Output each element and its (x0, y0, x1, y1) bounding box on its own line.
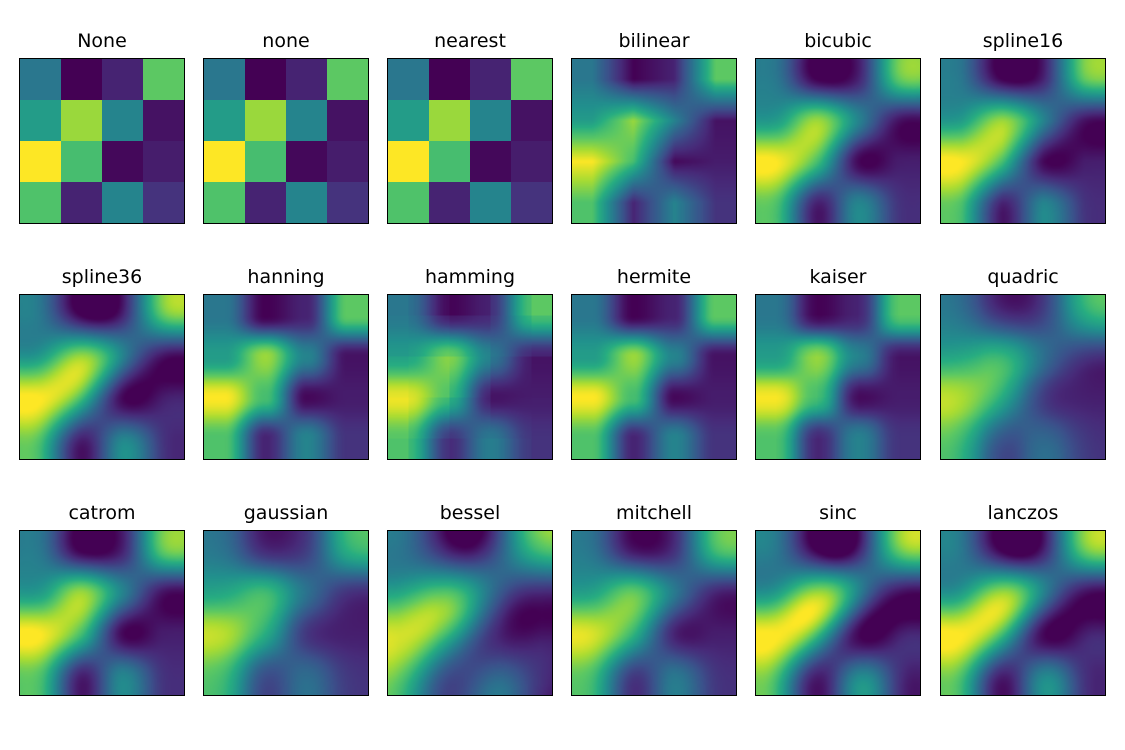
panel-title: gaussian (243, 502, 329, 524)
panel-title: bicubic (804, 30, 872, 52)
panel-title: None (77, 30, 127, 52)
panel-hermite: hermite (571, 264, 737, 460)
panel-mitchell: mitchell (571, 500, 737, 696)
heatmap-image (19, 294, 185, 460)
heatmap-canvas (572, 531, 736, 695)
heatmap-image (203, 294, 369, 460)
panel-bessel: bessel (387, 500, 553, 696)
heatmap-image (940, 530, 1106, 696)
heatmap-canvas (572, 295, 736, 459)
panel-bilinear: bilinear (571, 28, 737, 224)
panel-title: none (262, 30, 310, 52)
panel-sinc: sinc (755, 500, 921, 696)
panel-title: sinc (819, 502, 857, 524)
panel-gaussian: gaussian (203, 500, 369, 696)
heatmap-image (19, 530, 185, 696)
panel-lanczos: lanczos (940, 500, 1106, 696)
heatmap-image (940, 58, 1106, 224)
heatmap-image (387, 530, 553, 696)
heatmap-canvas (204, 295, 368, 459)
heatmap-canvas (941, 295, 1105, 459)
panel-title: kaiser (809, 266, 867, 288)
heatmap-canvas (20, 531, 184, 695)
heatmap-image (571, 530, 737, 696)
heatmap-image (755, 294, 921, 460)
panel-none: None (19, 28, 185, 224)
panel-title: hermite (616, 266, 692, 288)
panel-quadric: quadric (940, 264, 1106, 460)
heatmap-image (940, 294, 1106, 460)
heatmap-image (19, 58, 185, 224)
heatmap-canvas (941, 59, 1105, 223)
heatmap-canvas (756, 59, 920, 223)
heatmap-canvas (20, 295, 184, 459)
heatmap-canvas (572, 59, 736, 223)
panel-title: catrom (68, 502, 136, 524)
heatmap-canvas (20, 59, 184, 223)
panel-bicubic: bicubic (755, 28, 921, 224)
heatmap-image (203, 530, 369, 696)
heatmap-image (387, 58, 553, 224)
heatmap-canvas (388, 295, 552, 459)
heatmap-canvas (941, 531, 1105, 695)
panel-hanning: hanning (203, 264, 369, 460)
panel-spline36: spline36 (19, 264, 185, 460)
heatmap-image (387, 294, 553, 460)
heatmap-canvas (756, 295, 920, 459)
panel-title: spline36 (61, 266, 143, 288)
panel-title: hamming (424, 266, 516, 288)
heatmap-image (571, 58, 737, 224)
panel-title: bessel (439, 502, 501, 524)
panel-title: spline16 (982, 30, 1064, 52)
heatmap-image (203, 58, 369, 224)
panel-none: none (203, 28, 369, 224)
heatmap-canvas (204, 59, 368, 223)
panel-title: quadric (987, 266, 1059, 288)
panel-catrom: catrom (19, 500, 185, 696)
panel-title: lanczos (987, 502, 1059, 524)
heatmap-canvas (388, 59, 552, 223)
heatmap-canvas (204, 531, 368, 695)
heatmap-image (755, 58, 921, 224)
panel-hamming: hamming (387, 264, 553, 460)
panel-title: hanning (247, 266, 325, 288)
heatmap-canvas (756, 531, 920, 695)
panel-title: bilinear (618, 30, 690, 52)
panel-nearest: nearest (387, 28, 553, 224)
heatmap-canvas (388, 531, 552, 695)
heatmap-image (755, 530, 921, 696)
panel-title: mitchell (616, 502, 692, 524)
panel-kaiser: kaiser (755, 264, 921, 460)
panel-title: nearest (434, 30, 506, 52)
heatmap-image (571, 294, 737, 460)
panel-spline16: spline16 (940, 28, 1106, 224)
